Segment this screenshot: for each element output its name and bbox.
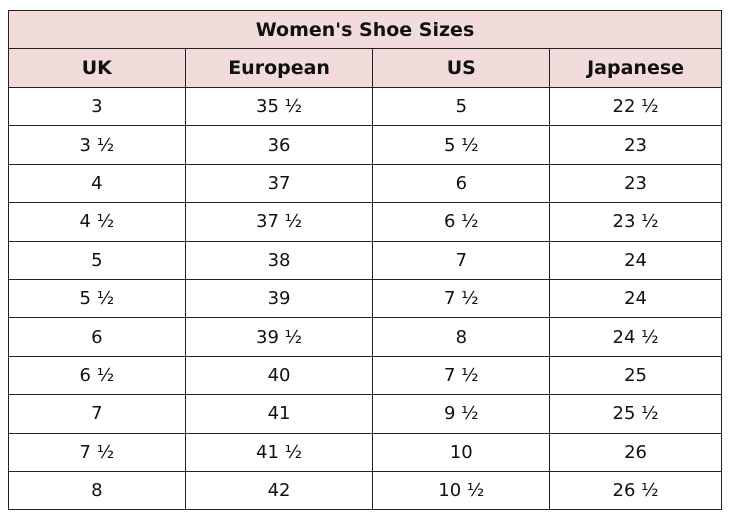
cell-us: 7 bbox=[372, 240, 551, 280]
table-row: 6 ½ 40 7 ½ 25 bbox=[8, 355, 722, 396]
cell-uk: 7 ½ bbox=[8, 432, 186, 472]
table-row: 8 42 10 ½ 26 ½ bbox=[8, 470, 722, 511]
table-row: 5 ½ 39 7 ½ 24 bbox=[8, 278, 722, 319]
cell-european: 40 bbox=[184, 355, 374, 396]
cell-uk: 3 ½ bbox=[8, 125, 186, 165]
cell-uk: 4 bbox=[8, 163, 186, 204]
cell-japanese: 24 bbox=[549, 240, 722, 280]
cell-european: 36 bbox=[184, 125, 374, 165]
cell-us: 5 bbox=[372, 86, 551, 127]
cell-uk: 6 bbox=[8, 317, 186, 357]
cell-uk: 7 bbox=[8, 394, 186, 434]
cell-japanese: 26 ½ bbox=[549, 470, 722, 511]
cell-european: 41 bbox=[184, 394, 374, 434]
cell-us: 6 ½ bbox=[372, 202, 551, 242]
cell-us: 7 ½ bbox=[372, 355, 551, 396]
table-row: 7 ½ 41 ½ 10 26 bbox=[8, 432, 722, 472]
cell-us: 10 bbox=[372, 432, 551, 472]
column-header-japanese: Japanese bbox=[549, 48, 722, 88]
header-row: UK European US Japanese bbox=[8, 48, 722, 88]
cell-uk: 5 bbox=[8, 240, 186, 280]
cell-japanese: 26 bbox=[549, 432, 722, 472]
cell-us: 6 bbox=[372, 163, 551, 204]
shoe-size-table: Women's Shoe Sizes UK European US Japanese … bbox=[8, 10, 722, 511]
cell-japanese: 23 bbox=[549, 163, 722, 204]
cell-japanese: 24 ½ bbox=[549, 317, 722, 357]
cell-european: 35 ½ bbox=[184, 86, 374, 127]
table-row: 3 ½ 36 5 ½ 23 bbox=[8, 125, 722, 165]
cell-european: 42 bbox=[184, 470, 374, 511]
cell-european: 38 bbox=[184, 240, 374, 280]
cell-us: 9 ½ bbox=[372, 394, 551, 434]
cell-european: 37 ½ bbox=[184, 202, 374, 242]
cell-european: 39 bbox=[184, 278, 374, 319]
cell-european: 37 bbox=[184, 163, 374, 204]
cell-us: 7 ½ bbox=[372, 278, 551, 319]
cell-japanese: 25 bbox=[549, 355, 722, 396]
cell-japanese: 22 ½ bbox=[549, 86, 722, 127]
table-title: Women's Shoe Sizes bbox=[8, 10, 722, 49]
column-header-european: European bbox=[184, 48, 374, 88]
cell-uk: 4 ½ bbox=[8, 202, 186, 242]
cell-european: 39 ½ bbox=[184, 317, 374, 357]
cell-uk: 8 bbox=[8, 470, 186, 511]
table-row: 3 35 ½ 5 22 ½ bbox=[8, 86, 722, 127]
cell-uk: 6 ½ bbox=[8, 355, 186, 396]
table-row: 7 41 9 ½ 25 ½ bbox=[8, 394, 722, 434]
cell-us: 10 ½ bbox=[372, 470, 551, 511]
table-row: 5 38 7 24 bbox=[8, 240, 722, 280]
column-header-uk: UK bbox=[8, 48, 186, 88]
cell-us: 5 ½ bbox=[372, 125, 551, 165]
cell-japanese: 24 bbox=[549, 278, 722, 319]
table-row: 6 39 ½ 8 24 ½ bbox=[8, 317, 722, 357]
cell-japanese: 25 ½ bbox=[549, 394, 722, 434]
cell-uk: 5 ½ bbox=[8, 278, 186, 319]
cell-us: 8 bbox=[372, 317, 551, 357]
cell-japanese: 23 ½ bbox=[549, 202, 722, 242]
table-row: 4 37 6 23 bbox=[8, 163, 722, 204]
cell-uk: 3 bbox=[8, 86, 186, 127]
cell-european: 41 ½ bbox=[184, 432, 374, 472]
cell-japanese: 23 bbox=[549, 125, 722, 165]
column-header-us: US bbox=[372, 48, 551, 88]
